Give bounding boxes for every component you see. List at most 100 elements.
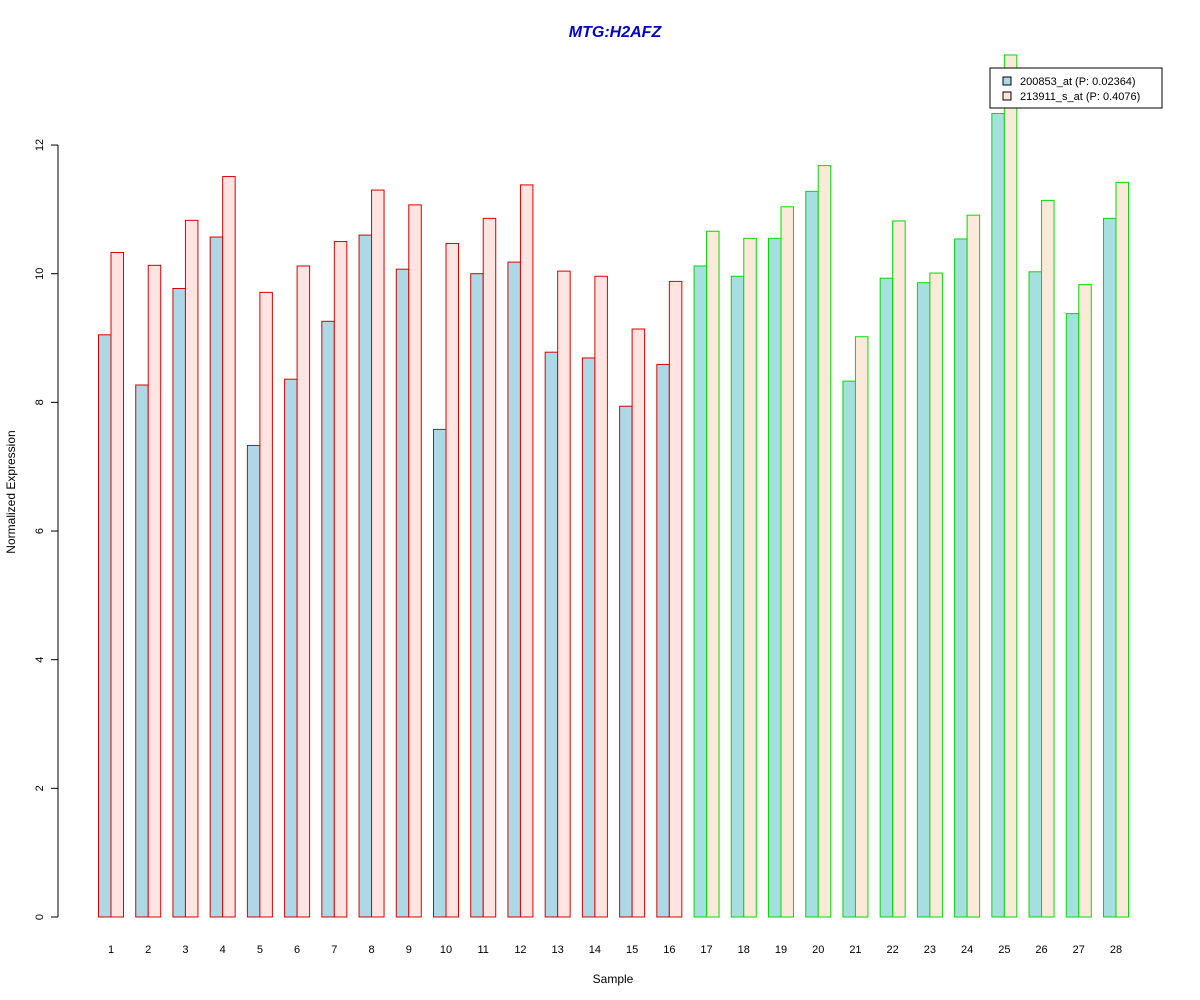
x-tick-label: 11 (478, 944, 489, 956)
bar-series-2 (966, 214, 981, 918)
bar-series-1 (730, 275, 745, 918)
bar-series-1 (135, 384, 149, 918)
bar-series-1 (842, 380, 856, 918)
x-tick-label: 1 (108, 944, 114, 956)
bar-series-2 (482, 217, 497, 918)
bar-series-1 (991, 113, 1005, 918)
y-tick-label: 8 (34, 399, 46, 405)
legend-label-2: 213911_s_at (P: 0.4076) (1020, 91, 1140, 103)
x-tick-label: 7 (331, 944, 337, 956)
bar-series-1 (619, 405, 633, 918)
y-axis-label: Normalized Expression (4, 430, 18, 553)
bar-series-1 (433, 428, 447, 918)
bar-series-2 (817, 165, 832, 918)
x-tick-label: 21 (849, 944, 861, 956)
bar-series-2 (259, 291, 273, 918)
x-tick-label: 19 (775, 944, 787, 956)
bar-series-2 (519, 184, 534, 918)
x-tick-label: 18 (738, 944, 750, 956)
bar-series-1 (544, 351, 559, 918)
chart-title: MTG:H2AFZ (569, 24, 663, 41)
bar-series-1 (470, 273, 484, 918)
bar-series-1 (284, 378, 298, 918)
bar-series-1 (321, 320, 335, 918)
bar-series-2 (743, 237, 757, 918)
x-tick-labels: 1 2 3 4 5 6 7 8 9 10 11 12 13 14 15 16 17 18 19 20 21 22 23 24 2… (108, 944, 1122, 956)
legend: 200853_at (P: 0.02364) 213911_s_at (P: 0… (989, 67, 1163, 109)
y-tick-label: 4 (34, 657, 46, 663)
bar-series-2 (631, 328, 646, 918)
bar-series-2 (1003, 54, 1018, 918)
bar-series-2 (445, 242, 459, 918)
bar-series-2 (408, 204, 422, 918)
bar-series-1 (246, 444, 261, 918)
x-tick-label: 8 (368, 944, 374, 956)
bar-series-1 (172, 287, 186, 918)
bar-series-1 (209, 236, 224, 918)
bar-series-2 (780, 206, 794, 918)
bar-series-1 (768, 237, 782, 918)
x-tick-label: 17 (700, 944, 712, 956)
x-tick-label: 24 (961, 944, 973, 956)
legend-label-1: 200853_at (P: 0.02364) (1020, 76, 1136, 88)
bar-series-2 (222, 176, 236, 918)
bar-series-2 (929, 272, 943, 918)
x-tick-label: 25 (998, 944, 1010, 956)
x-tick-label: 23 (924, 944, 936, 956)
x-tick-label: 22 (887, 944, 899, 956)
bars-group (98, 54, 1129, 918)
bar-series-2 (706, 230, 720, 918)
x-axis-label: Sample (593, 972, 634, 986)
x-tick-label: 27 (1073, 944, 1085, 956)
bar-series-2 (147, 264, 162, 918)
bar-series-1 (507, 261, 521, 918)
bar-series-2 (184, 219, 199, 918)
legend-swatch-1 (1002, 76, 1012, 86)
x-tick-label: 16 (663, 944, 675, 956)
bar-series-1 (1065, 313, 1080, 918)
y-tick-label: 2 (34, 785, 46, 791)
bar-series-2 (854, 336, 869, 918)
x-tick-label: 26 (1035, 944, 1047, 956)
y-tick-label: 10 (34, 268, 46, 280)
bar-series-1 (581, 357, 596, 918)
legend-swatch-2 (1002, 91, 1012, 101)
bar-series-1 (693, 265, 708, 918)
bar-series-2 (296, 265, 311, 918)
y-tick-label: 0 (34, 914, 46, 920)
bar-series-2 (668, 280, 683, 918)
bar-series-2 (371, 189, 385, 918)
bar-series-2 (892, 220, 906, 918)
bar-series-1 (805, 190, 819, 918)
x-tick-label: 3 (182, 944, 188, 956)
x-tick-label: 15 (626, 944, 638, 956)
y-tick-label: 6 (34, 528, 46, 534)
bar-series-2 (557, 270, 571, 918)
bar-series-1 (656, 363, 670, 918)
x-tick-label: 6 (294, 944, 300, 956)
y-axis: 0 2 4 6 8 10 12 (34, 139, 59, 920)
x-tick-label: 13 (552, 944, 564, 956)
bar-series-2 (1115, 181, 1129, 918)
x-tick-label: 12 (514, 944, 526, 956)
bar-series-2 (1078, 284, 1092, 918)
x-tick-label: 4 (220, 944, 226, 956)
x-tick-label: 20 (812, 944, 824, 956)
bar-series-1 (1103, 217, 1117, 918)
bar-series-2 (333, 241, 348, 918)
x-tick-label: 28 (1110, 944, 1122, 956)
x-tick-label: 2 (145, 944, 151, 956)
bar-series-2 (594, 275, 608, 918)
bar-series-1 (98, 334, 112, 918)
y-tick-label: 12 (34, 139, 46, 151)
bar-series-1 (879, 277, 894, 918)
bar-series-1 (954, 238, 968, 918)
bar-series-1 (916, 282, 931, 918)
x-tick-label: 10 (440, 944, 452, 956)
bar-series-2 (1041, 199, 1055, 918)
x-tick-label: 9 (406, 944, 412, 956)
bar-series-1 (395, 268, 410, 918)
bar-series-1 (358, 234, 373, 918)
legend-box (989, 67, 1163, 109)
